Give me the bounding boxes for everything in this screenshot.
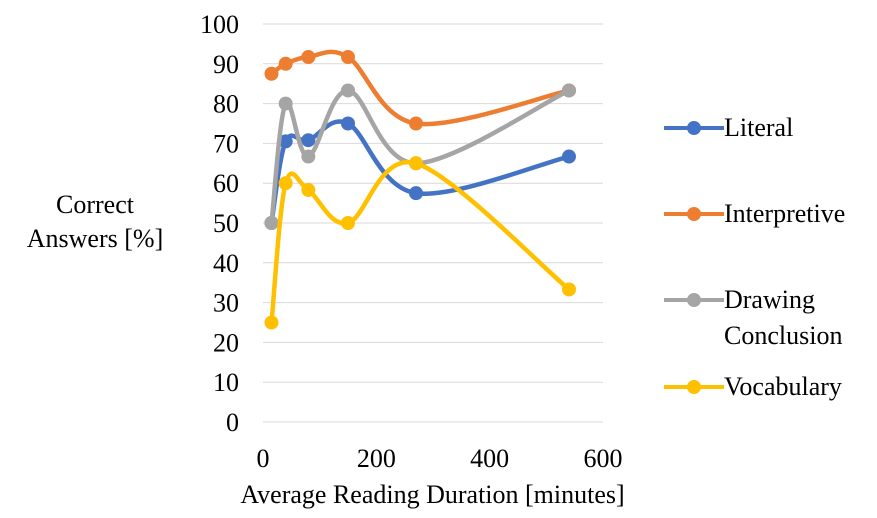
x-tick-label-0: 0	[257, 444, 270, 473]
y-tick-label-70: 70	[213, 129, 239, 158]
data-point-drawing-conclusion-0	[264, 216, 279, 230]
x-tick-label-400: 400	[470, 444, 509, 473]
legend-item-vocabulary: Vocabulary	[664, 372, 842, 402]
y-tick-label-10: 10	[213, 368, 239, 397]
data-point-vocabulary-4	[409, 156, 423, 171]
legend-label-drawing-conclusion: Drawing Conclusion	[724, 285, 843, 350]
series-lines	[264, 49, 576, 330]
y-tick-label-0: 0	[226, 408, 239, 437]
legend-item-literal: Literal	[664, 113, 793, 143]
legend-label-vocabulary: Vocabulary	[724, 372, 842, 401]
y-axis-title-line-1: Correct	[56, 190, 134, 219]
data-point-interpretive-1	[278, 56, 293, 71]
legend: Literal Interpretive Drawing Conclusion …	[664, 0, 877, 518]
data-point-literal-3	[341, 116, 355, 131]
series-line-drawing-conclusion	[269, 88, 572, 226]
data-point-drawing-conclusion-2	[301, 149, 316, 164]
y-tick-label-50: 50	[213, 209, 239, 238]
y-tick-label-20: 20	[213, 328, 239, 357]
data-point-vocabulary-5	[562, 282, 576, 297]
series-vocabulary	[264, 156, 576, 330]
x-tick-label-200: 200	[357, 444, 396, 473]
data-point-vocabulary-0	[264, 315, 279, 330]
x-tick-label-600: 600	[584, 444, 623, 473]
data-point-drawing-conclusion-1	[278, 96, 293, 111]
data-point-interpretive-0	[264, 66, 279, 81]
series-line-literal	[269, 119, 572, 226]
data-point-vocabulary-3	[341, 216, 355, 230]
legend-swatch-literal	[664, 113, 724, 143]
series-drawing-conclusion	[264, 83, 576, 230]
legend-swatch-interpretive	[664, 199, 724, 229]
y-tick-label-90: 90	[213, 50, 239, 79]
y-axis-title: Correct Answers [%]	[0, 188, 190, 256]
y-tick-label-60: 60	[213, 169, 239, 198]
y-tick-label-30: 30	[213, 289, 239, 318]
data-point-interpretive-2	[301, 50, 316, 65]
data-point-literal-1	[278, 134, 293, 149]
y-tick-label-40: 40	[213, 249, 239, 278]
data-point-vocabulary-1	[278, 176, 293, 191]
data-point-drawing-conclusion-3	[341, 83, 355, 98]
x-axis-title: Average Reading Duration [minutes]	[240, 480, 625, 509]
legend-swatch-vocabulary	[664, 372, 724, 402]
legend-label-interpretive: Interpretive	[724, 199, 846, 228]
legend-item-interpretive: Interpretive	[664, 199, 845, 229]
y-axis-title-line-2: Answers [%]	[26, 224, 164, 253]
series-line-vocabulary	[269, 159, 572, 325]
series-literal	[264, 116, 576, 230]
data-point-interpretive-4	[409, 116, 423, 131]
data-point-vocabulary-2	[301, 182, 316, 197]
legend-label-literal: Literal	[724, 113, 794, 142]
data-point-literal-5	[562, 149, 576, 164]
data-point-literal-2	[301, 133, 316, 148]
series-interpretive	[264, 49, 576, 131]
data-point-interpretive-3	[341, 50, 355, 65]
legend-swatch-drawing-conclusion	[664, 285, 724, 315]
y-tick-label-100: 100	[200, 10, 239, 39]
data-point-literal-4	[409, 186, 423, 201]
legend-item-drawing-conclusion: Drawing Conclusion	[664, 285, 874, 354]
gridlines	[263, 23, 603, 383]
tick-labels: 0 10 20 30 40 50 60 70 80 90 100 0 200 400 600	[200, 10, 623, 473]
data-point-drawing-conclusion-5	[562, 83, 576, 98]
y-tick-label-80: 80	[213, 90, 239, 119]
